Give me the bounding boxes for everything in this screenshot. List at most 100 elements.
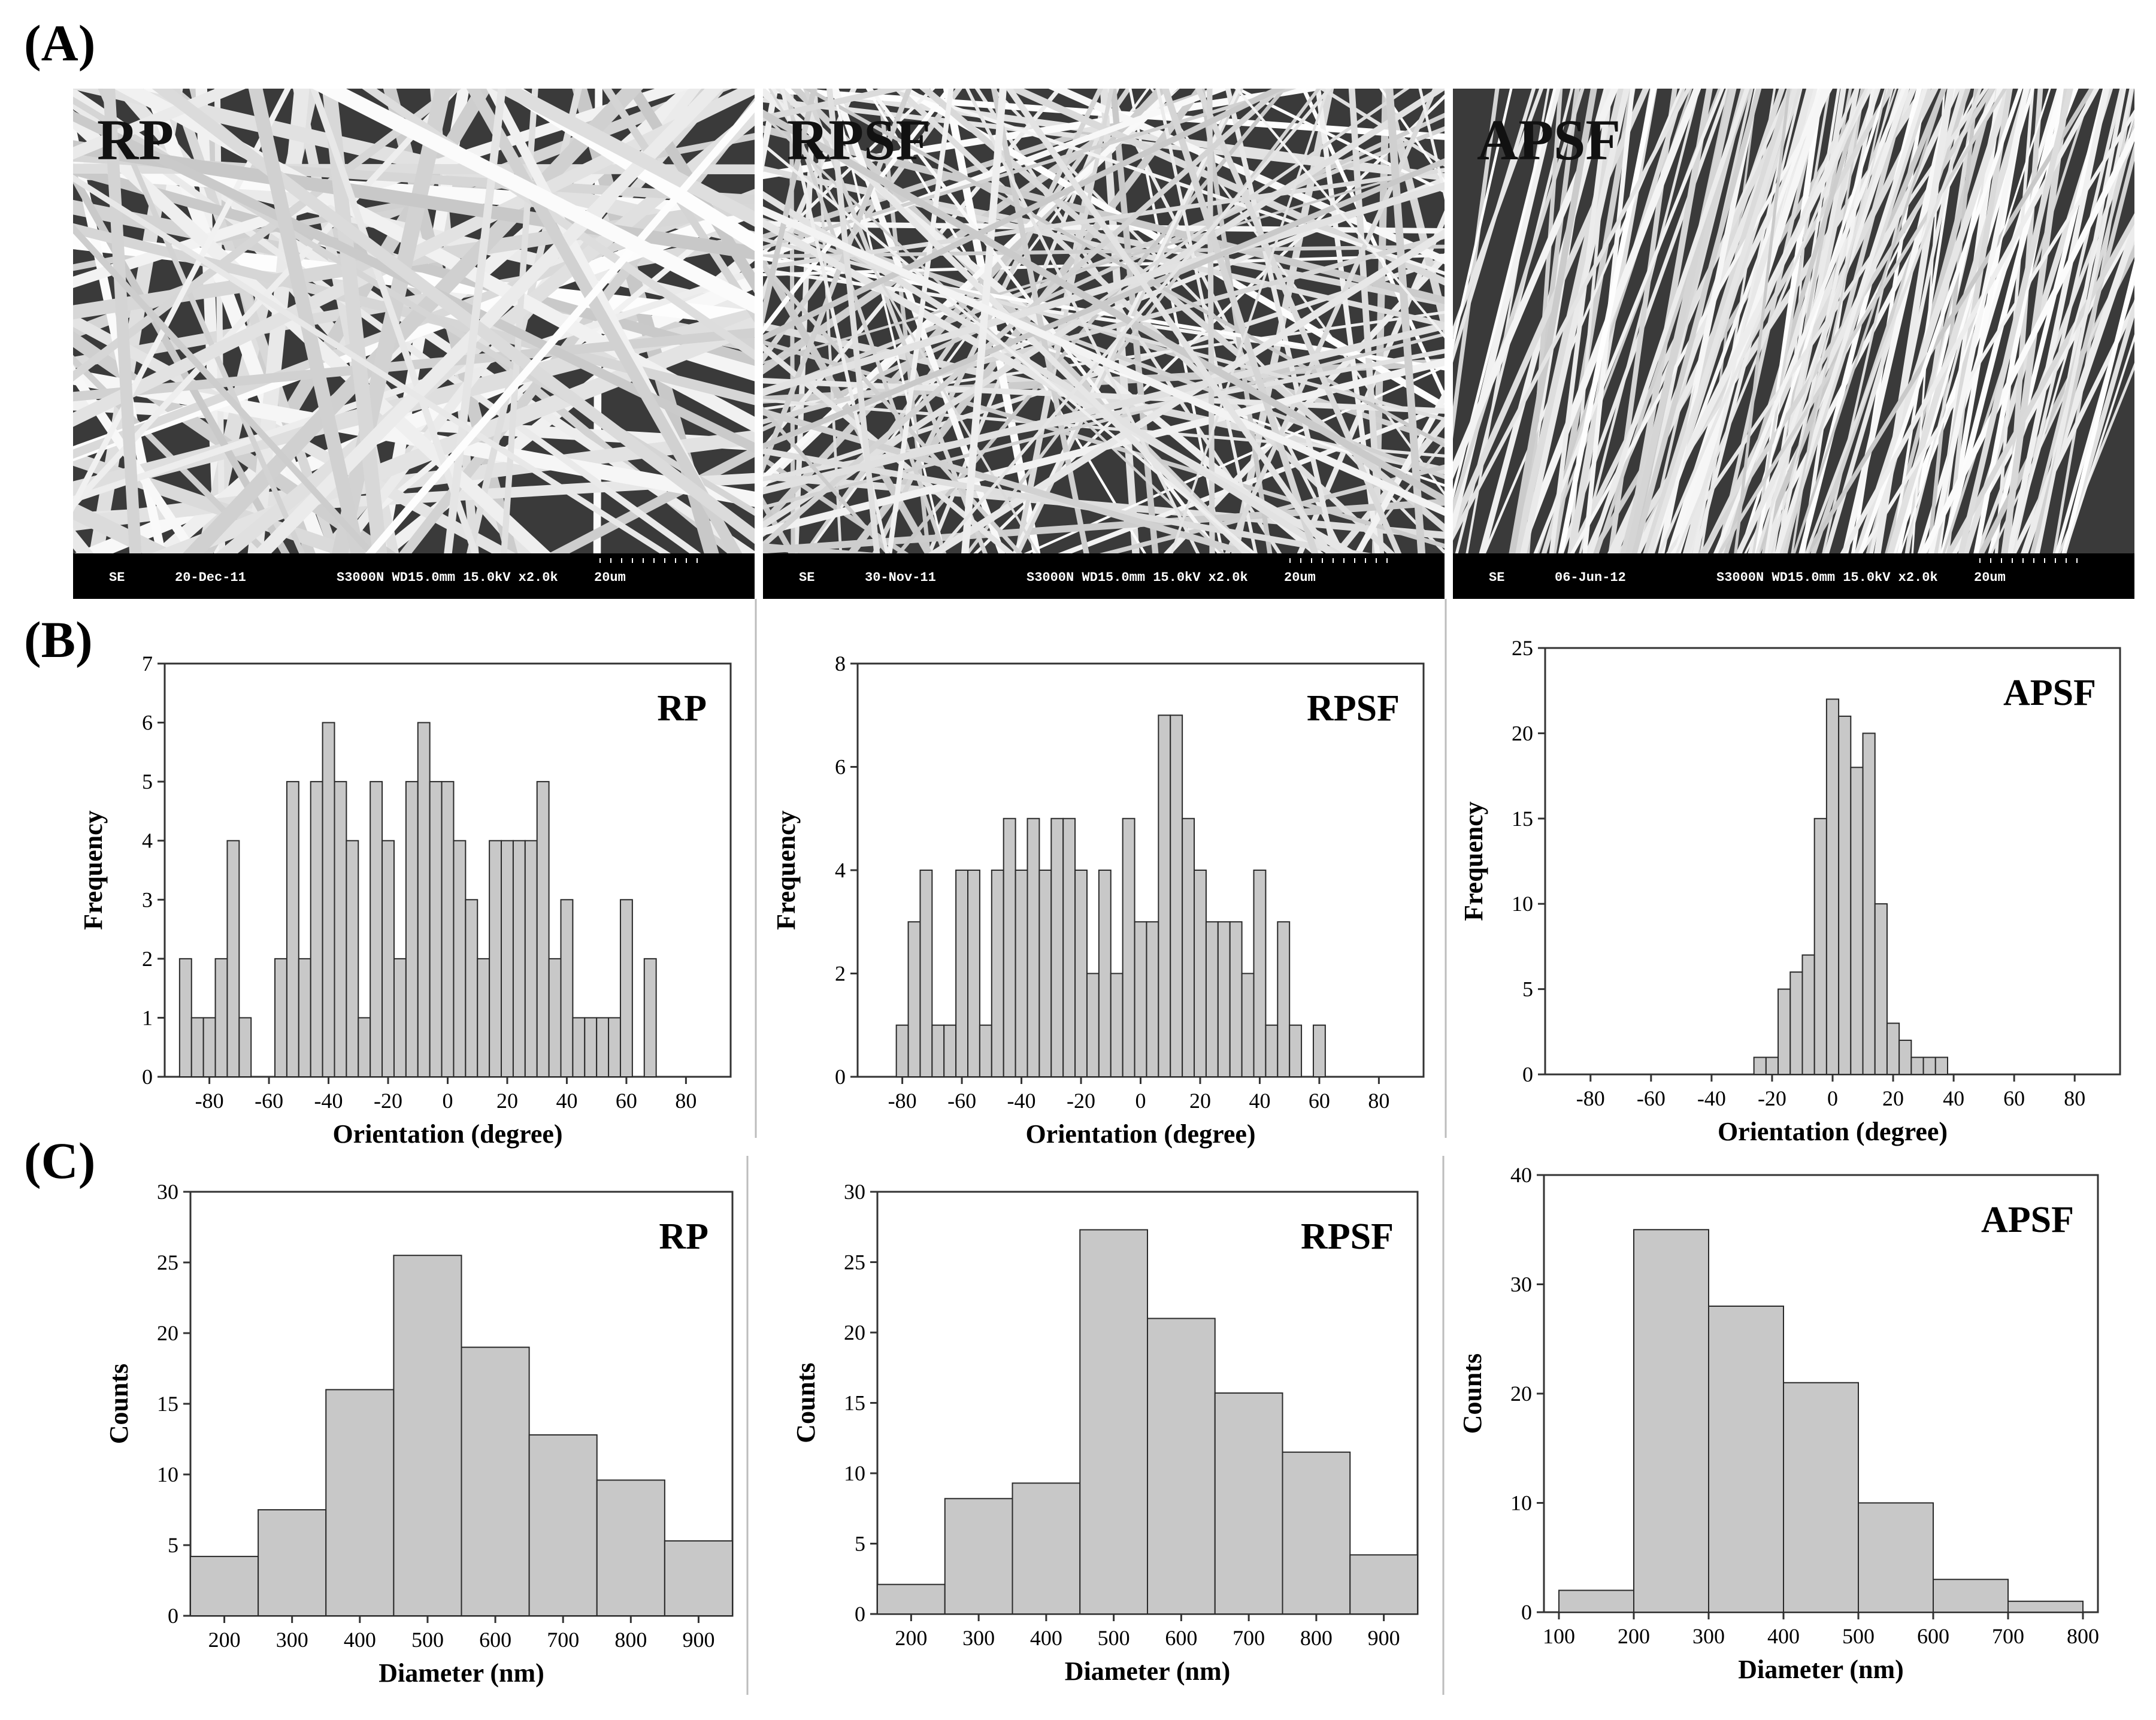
y-tick-label: 25 — [1512, 636, 1533, 660]
bar — [619, 899, 633, 1078]
y-tick-label: 5 — [142, 770, 153, 794]
y-tick-label: 6 — [835, 755, 846, 779]
x-tick-label: 600 — [1917, 1624, 1949, 1648]
chart-title: RP — [659, 1216, 708, 1257]
x-tick-label: 60 — [1309, 1089, 1330, 1113]
bar — [1289, 1024, 1303, 1077]
bar — [1858, 1502, 1934, 1613]
bar — [1015, 870, 1028, 1077]
bar — [572, 1017, 586, 1078]
x-tick-label: -40 — [1697, 1086, 1726, 1110]
x-tick-label: 800 — [2067, 1624, 2099, 1648]
y-tick-label: 30 — [157, 1180, 178, 1204]
y-tick-label: 10 — [1512, 892, 1533, 916]
sem-settings: S3000N WD15.0mm 15.0kV x2.0k — [1026, 570, 1248, 585]
bar — [1098, 870, 1112, 1077]
fiber-network — [1453, 89, 2134, 553]
bar — [258, 1509, 327, 1616]
x-tick-label: 20 — [1189, 1089, 1211, 1113]
bar — [1850, 767, 1864, 1075]
x-tick-label: -80 — [888, 1089, 917, 1113]
chart-c-rpsf: 0 5 10 15 20 25 30 200 300 400 500 600 700 800 900 Diam… — [791, 1180, 1419, 1686]
x-tick-label: 400 — [344, 1628, 376, 1652]
bar — [461, 1346, 530, 1617]
x-tick-label: 600 — [1165, 1626, 1197, 1650]
bar — [1134, 921, 1147, 1077]
bar — [1558, 1589, 1634, 1613]
bar — [1170, 714, 1183, 1077]
x-axis-title: Diameter (nm) — [378, 1658, 544, 1688]
fiber-network — [73, 89, 755, 553]
row-label-c: (C) — [24, 1132, 96, 1189]
bar — [1874, 903, 1888, 1075]
y-tick-label: 4 — [142, 829, 153, 853]
chart-title: RP — [657, 688, 707, 729]
bar — [955, 870, 969, 1077]
bar — [943, 1024, 957, 1077]
y-tick-label: 1 — [142, 1006, 153, 1029]
x-tick-label: 100 — [1543, 1624, 1575, 1648]
x-tick-label: 300 — [276, 1628, 308, 1652]
bar — [536, 781, 550, 1077]
bar — [1182, 817, 1195, 1077]
row-label-a: (A) — [24, 14, 96, 72]
bar — [1349, 1554, 1418, 1615]
y-tick-label: 0 — [855, 1602, 865, 1626]
bar — [1205, 921, 1219, 1077]
x-tick-label: 500 — [1098, 1626, 1130, 1650]
bar — [1934, 1056, 1949, 1076]
bar — [238, 1017, 252, 1078]
sem-settings: S3000N WD15.0mm 15.0kV x2.0k — [337, 570, 558, 585]
x-axis-title: Orientation (degree) — [1718, 1117, 1948, 1146]
bar — [1282, 1451, 1351, 1615]
chart-title: APSF — [1981, 1200, 2074, 1240]
sem-info-bar — [73, 553, 755, 599]
x-tick-label: 700 — [547, 1628, 579, 1652]
bar — [944, 1498, 1013, 1615]
bar — [1147, 1318, 1216, 1615]
x-axis-title: Diameter (nm) — [1065, 1657, 1231, 1686]
x-tick-label: 300 — [1692, 1624, 1725, 1648]
bar — [1753, 1056, 1767, 1076]
bar — [1241, 973, 1255, 1077]
bar — [346, 840, 359, 1077]
bar — [1783, 1382, 1859, 1613]
bar — [477, 958, 490, 1078]
bar — [202, 1017, 216, 1078]
y-tick-label: 25 — [844, 1250, 865, 1274]
chart-title: RPSF — [1301, 1216, 1394, 1257]
bar — [512, 840, 526, 1077]
bar — [2007, 1600, 2084, 1613]
bar — [1708, 1306, 1784, 1613]
y-tick-label: 0 — [835, 1065, 846, 1089]
bar — [178, 958, 192, 1078]
y-tick-label: 15 — [1512, 807, 1533, 831]
bar — [967, 870, 980, 1077]
y-axis-title: Counts — [791, 1362, 820, 1443]
x-axis-title: Orientation (degree) — [332, 1119, 562, 1149]
bar — [1012, 1482, 1081, 1615]
y-tick-label: 7 — [142, 652, 153, 676]
sem-info-bar — [1453, 553, 2134, 599]
x-tick-label: 400 — [1030, 1626, 1062, 1650]
sem-mode: SE — [109, 570, 125, 585]
bar — [1217, 921, 1231, 1077]
x-axis-title: Orientation (degree) — [1025, 1119, 1255, 1149]
bar — [1277, 921, 1291, 1077]
sem-mode: SE — [799, 570, 814, 585]
y-tick-label: 30 — [1510, 1273, 1532, 1297]
x-tick-label: 200 — [1618, 1624, 1650, 1648]
bar — [334, 781, 347, 1077]
bar — [1813, 817, 1827, 1076]
bar — [1765, 1056, 1779, 1076]
x-tick-label: 40 — [556, 1089, 577, 1113]
sem-scale: 20um — [1284, 570, 1316, 585]
bar — [991, 870, 1004, 1077]
bar — [441, 781, 455, 1077]
chart-title: RPSF — [1307, 688, 1400, 729]
x-tick-label: -60 — [1637, 1086, 1666, 1110]
x-tick-label: 80 — [1368, 1089, 1389, 1113]
bar — [584, 1017, 598, 1078]
bar — [1898, 1040, 1912, 1076]
